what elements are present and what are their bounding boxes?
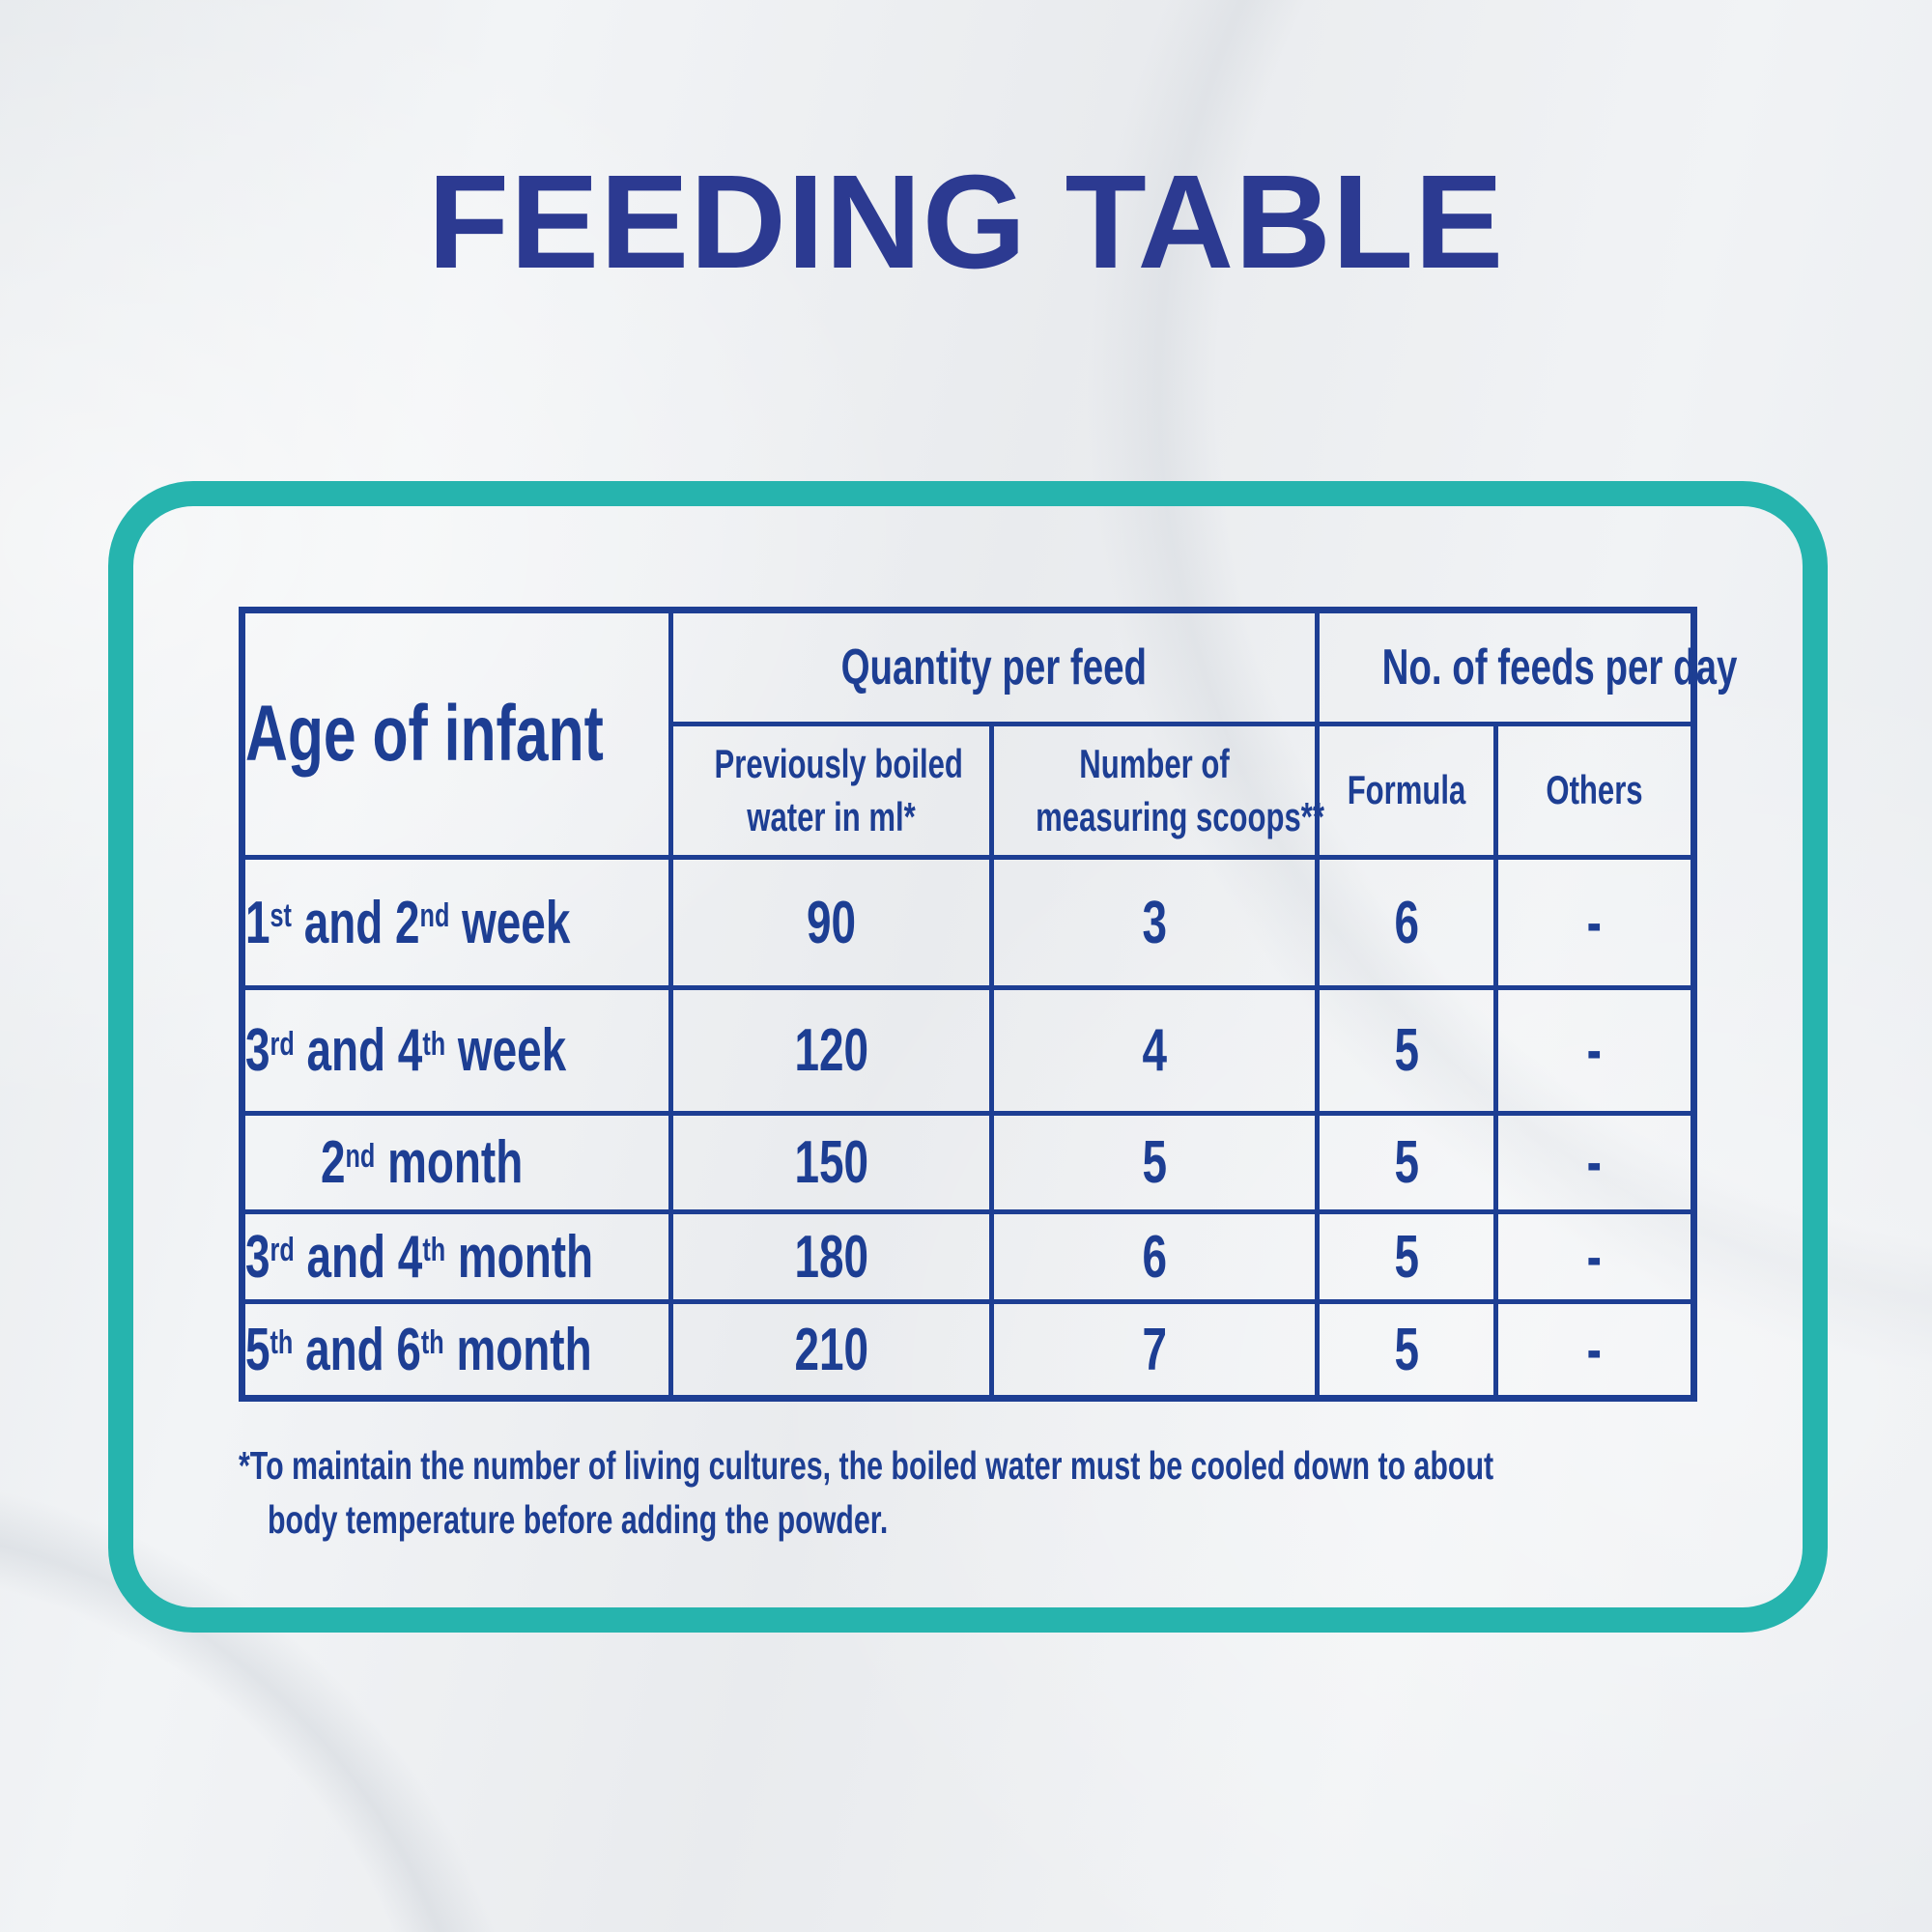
footnote: *To maintain the number of living cultur… (239, 1438, 1688, 1547)
age-cell: 1st and 2nd week (240, 855, 673, 990)
age-label: 3rd and 4th month (245, 1223, 594, 1291)
header-age-of-infant: Age of infant (240, 608, 673, 860)
age-label: 5th and 6th month (245, 1316, 592, 1383)
formula-value: 5 (1394, 1129, 1419, 1196)
water-ml-cell: 90 (668, 855, 994, 990)
water-ml-value: 120 (794, 1017, 868, 1084)
water-ml-value: 180 (794, 1223, 868, 1291)
table-row: 3rd and 4th week 120 4 5 - (240, 985, 1697, 1116)
formula-value: 5 (1394, 1223, 1419, 1291)
water-ml-cell: 120 (668, 985, 994, 1116)
water-ml-cell: 210 (668, 1299, 994, 1401)
others-cell: - (1493, 1299, 1697, 1401)
formula-cell: 5 (1315, 985, 1499, 1116)
formula-value: 5 (1394, 1017, 1419, 1084)
quantity-per-feed-label: Quantity per feed (840, 639, 1148, 696)
water-ml-value: 90 (806, 889, 857, 956)
feeding-table: Age of infant Quantity per feed No. of f… (239, 607, 1737, 1402)
age-label: 3rd and 4th week (245, 1017, 567, 1084)
sub-header-row: Previously boiled water in ml* Number of me… (242, 722, 1697, 860)
scoops-cell: 3 (988, 855, 1321, 990)
formula-cell: 5 (1315, 1111, 1499, 1214)
header-formula-label: Formula (1347, 767, 1466, 813)
table-row: 5th and 6th month 210 7 5 - (240, 1299, 1697, 1401)
age-cell: 5th and 6th month (240, 1299, 673, 1401)
age-label: 1st and 2nd week (245, 889, 571, 956)
header-others-label: Others (1546, 767, 1643, 813)
page-title-text: FEEDING TABLE (427, 148, 1505, 297)
scoops-value: 5 (1142, 1129, 1167, 1196)
header-formula: Formula (1315, 722, 1499, 860)
teal-frame (108, 481, 1828, 1633)
age-label: 2nd month (320, 1129, 523, 1196)
formula-value: 6 (1394, 889, 1419, 956)
others-value: - (1586, 1316, 1603, 1383)
feeds-per-day-label: No. of feeds per day (1381, 639, 1738, 696)
others-value: - (1586, 889, 1603, 956)
table-row: 2nd month 150 5 5 - (240, 1111, 1697, 1214)
others-value: - (1586, 1129, 1603, 1196)
others-cell: - (1493, 985, 1697, 1116)
water-ml-value: 210 (794, 1316, 868, 1383)
scoops-cell: 6 (988, 1209, 1321, 1304)
scoops-value: 3 (1142, 889, 1167, 956)
others-cell: - (1493, 855, 1697, 990)
formula-value: 5 (1394, 1316, 1419, 1383)
feeding-table-container: Age of infant Quantity per feed No. of f… (239, 607, 1737, 1402)
header-feeds-per-day: No. of feeds per day (1315, 608, 1737, 726)
others-cell: - (1493, 1111, 1697, 1214)
header-previously-boiled-water: Previously boiled water in ml* (668, 722, 994, 860)
footnote-line: *To maintain the number of living cultur… (239, 1443, 1494, 1488)
water-ml-cell: 150 (668, 1111, 994, 1214)
header-previously-boiled-water-label: Previously boiled water in ml* (714, 740, 963, 839)
table-row: 1st and 2nd week 90 3 6 - (240, 855, 1697, 990)
header-measuring-scoops: Number of measuring scoops** (988, 722, 1324, 860)
scoops-value: 6 (1142, 1223, 1167, 1291)
formula-cell: 6 (1315, 855, 1499, 990)
page-title: FEEDING TABLE (0, 156, 1932, 289)
scoops-cell: 7 (988, 1299, 1321, 1401)
group-header-row: Age of infant Quantity per feed No. of f… (240, 608, 1737, 860)
age-cell: 3rd and 4th month (240, 1209, 673, 1304)
others-cell: - (1493, 1209, 1697, 1304)
header-others: Others (1493, 722, 1697, 860)
water-ml-cell: 180 (668, 1209, 994, 1304)
age-of-infant-label: Age of infant (245, 690, 604, 778)
table-row: 3rd and 4th month 180 6 5 - (240, 1209, 1697, 1304)
header-measuring-scoops-label: Number of measuring scoops** (1036, 740, 1324, 839)
scoops-value: 4 (1142, 1017, 1167, 1084)
scoops-cell: 5 (988, 1111, 1321, 1214)
age-cell: 3rd and 4th week (240, 985, 673, 1116)
scoops-cell: 4 (988, 985, 1321, 1116)
water-ml-value: 150 (794, 1129, 868, 1196)
formula-cell: 5 (1315, 1209, 1499, 1304)
others-value: - (1586, 1223, 1603, 1291)
scoops-value: 7 (1142, 1316, 1167, 1383)
formula-cell: 5 (1315, 1299, 1499, 1401)
header-quantity-per-feed: Quantity per feed (668, 608, 1321, 726)
others-value: - (1586, 1017, 1603, 1084)
age-cell: 2nd month (240, 1111, 673, 1214)
footnote-line: body temperature before adding the powde… (268, 1497, 889, 1542)
